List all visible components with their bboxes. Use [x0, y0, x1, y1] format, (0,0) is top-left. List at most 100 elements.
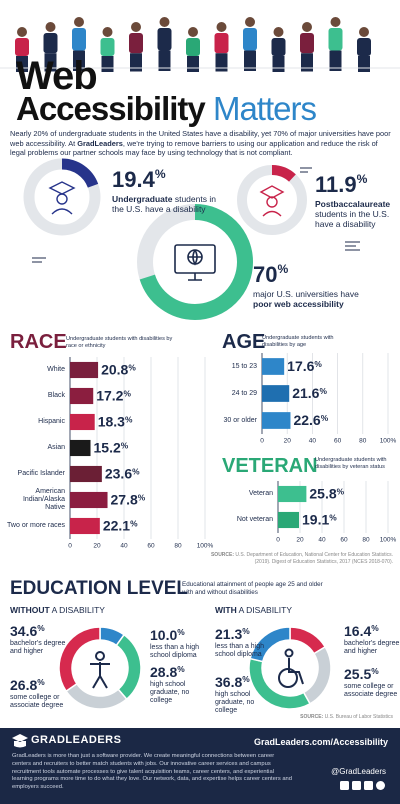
category-label: Black: [47, 392, 65, 400]
figure-legs: [329, 50, 342, 71]
x-tick-label: 40: [309, 438, 317, 445]
graduate-icon: [48, 181, 76, 215]
ring-track: [237, 165, 307, 235]
figure-head: [102, 27, 113, 37]
footer-url[interactable]: GradLeaders.com/Accessibility: [253, 737, 388, 747]
stat-text: Postbaccalaureate students in the U.S. h…: [315, 199, 399, 229]
slice-value: 21.3%: [215, 626, 250, 642]
figure-head: [188, 27, 198, 37]
stat-value: 19.4%: [112, 167, 166, 192]
figure-legs: [301, 53, 313, 72]
figure-body: [271, 38, 286, 56]
x-tick-label: 80: [174, 543, 182, 550]
x-tick-label: 20: [93, 543, 101, 550]
category-label: Hispanic: [38, 418, 65, 426]
title-word: Accessibility: [16, 90, 206, 127]
figure-body: [43, 33, 58, 54]
person-figure: [129, 22, 143, 72]
footer-handle[interactable]: @GradLeaders: [331, 767, 386, 776]
category-label: American Indian/Alaska Native: [22, 488, 65, 511]
stat-bold: poor web accessibility: [253, 298, 344, 309]
slice-label: less than a high school diploma: [215, 643, 265, 659]
pie-title: WITH A DISABILITY: [215, 605, 292, 615]
person-icon: [90, 651, 110, 689]
value-label: 17.6%: [287, 358, 322, 374]
figure-head: [273, 27, 284, 37]
slice-label: high school graduate, no college: [215, 691, 255, 715]
value-label: 22.1%: [103, 518, 138, 534]
category-label: Not veteran: [236, 516, 273, 524]
bar: [262, 358, 285, 375]
social-icons: [340, 781, 385, 790]
x-tick-label: 0: [68, 543, 72, 550]
stat-rest: major U.S. universities have: [253, 289, 359, 299]
slice-value: 25.5%: [344, 666, 379, 682]
title-word: Matters: [212, 90, 317, 127]
figure-body: [129, 33, 143, 54]
category-label: Two or more races: [7, 522, 65, 530]
x-tick-label: 60: [147, 543, 155, 550]
value-label: 25.8%: [309, 486, 344, 502]
pie-slice: [249, 626, 291, 663]
source-text: U.S. Bureau of Labor Statistics: [324, 714, 393, 720]
figure-legs: [187, 56, 199, 72]
figure-legs: [130, 53, 142, 72]
x-tick-label: 40: [318, 537, 326, 544]
x-tick-label: 20: [284, 438, 292, 445]
person-figure: [186, 27, 200, 72]
bar: [262, 385, 290, 402]
figure-body: [328, 28, 343, 51]
logo: GRADLEADERS: [31, 734, 122, 746]
figure-head: [159, 17, 170, 27]
figure-body: [15, 38, 29, 56]
slice-value: 26.8%: [10, 677, 45, 693]
x-tick-label: 0: [260, 438, 264, 445]
pie-title-rest: A DISABILITY: [51, 605, 105, 615]
category-label: White: [47, 366, 65, 374]
figure-head: [359, 27, 369, 37]
bar: [278, 485, 307, 503]
slice-label: high school graduate, no college: [150, 681, 190, 705]
stat-text: Undergraduate students in the U.S. have …: [112, 194, 222, 215]
x-tick-label: 60: [340, 537, 348, 544]
slice-label: some college or associate degree: [344, 683, 398, 699]
x-tick-label: 100%: [380, 438, 397, 445]
pie-title-bold: WITH: [215, 605, 237, 615]
figure-head: [245, 17, 255, 27]
figure-body: [243, 28, 257, 51]
footer-bg: [0, 728, 400, 804]
figure-body: [186, 38, 200, 56]
pie-slice: [115, 633, 142, 701]
x-tick-label: 100%: [197, 543, 214, 550]
value-label: 21.6%: [292, 385, 327, 401]
bar: [70, 491, 108, 509]
category-label: Asian: [47, 444, 65, 452]
value-label: 19.1%: [302, 512, 337, 528]
section-title: EDUCATION LEVEL: [10, 578, 189, 599]
bar: [278, 511, 300, 529]
category-label: 24 to 29: [231, 389, 257, 397]
intro-bold: GradLeaders: [77, 138, 123, 148]
bar: [70, 361, 99, 379]
decor-lines: [32, 167, 360, 263]
stat-rest: students in the U.S. have a disability: [315, 208, 390, 229]
slice-value: 16.4%: [344, 623, 379, 639]
stat-bold: Postbaccalaureate: [315, 199, 391, 209]
slice-label: less than a high school diploma: [150, 644, 200, 660]
graduate-icon: [259, 185, 285, 217]
figure-head: [302, 22, 312, 32]
stat-arc: [237, 165, 307, 235]
person-figure: [43, 22, 58, 72]
bar: [70, 387, 94, 405]
x-tick-label: 40: [120, 543, 128, 550]
x-tick-label: 80: [359, 438, 367, 445]
stat-text: major U.S. universities have poor web ac…: [253, 289, 378, 310]
intro-text: , we're trying to remove barriers to usi…: [10, 138, 378, 158]
figure-legs: [44, 53, 57, 72]
stat-value: 70%: [253, 262, 289, 287]
figure-head: [74, 17, 84, 27]
person-figure: [328, 17, 343, 71]
chart-title: RACE: [10, 331, 67, 353]
figure-head: [131, 22, 141, 32]
person-figure: [300, 22, 314, 72]
